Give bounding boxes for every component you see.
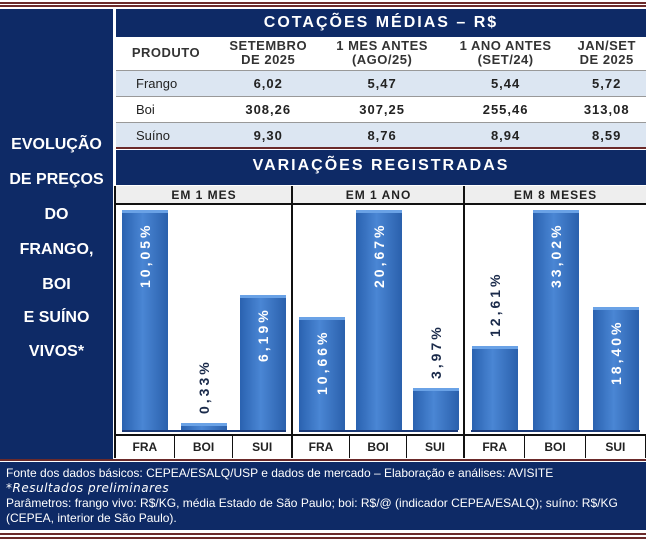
cell: Suíno bbox=[116, 121, 216, 148]
chart-panel-1-month: EM 1 MES 10,05% 0,33% 6,19% FRA BOI SUI bbox=[114, 186, 293, 458]
cell: 308,26 bbox=[216, 95, 321, 122]
col-header: 1 ANO ANTES (SET/24) bbox=[459, 38, 552, 68]
category-label: BOI bbox=[350, 436, 407, 458]
col-header: SETEMBRO DE 2025 bbox=[229, 38, 308, 68]
cell: 5,72 bbox=[567, 69, 646, 96]
left-title-line: EVOLUÇÃO bbox=[11, 136, 102, 153]
bar-sui bbox=[412, 387, 459, 430]
table-header-row: PRODUTO SETEMBRO DE 2025 1 MES ANTES (AGO/… bbox=[116, 37, 646, 70]
bar-fra bbox=[298, 316, 345, 430]
panel-title: EM 1 ANO bbox=[293, 186, 464, 205]
data-label: 0,33% bbox=[196, 359, 212, 414]
col-header: PRODUTO bbox=[131, 45, 201, 61]
left-title-line: DO bbox=[44, 206, 69, 223]
panel-title: EM 8 MESES bbox=[465, 186, 646, 205]
table-row: Boi 308,26 307,25 255,46 313,08 bbox=[116, 95, 646, 122]
bar-boi bbox=[532, 210, 579, 430]
category-label: FRA bbox=[293, 436, 350, 458]
left-title-line: E SUÍNO bbox=[23, 309, 90, 326]
cell: Boi bbox=[116, 95, 216, 122]
bar-fra bbox=[472, 345, 519, 430]
data-label: 33,02% bbox=[547, 222, 564, 288]
footer: Fonte dos dados básicos: CEPEA/ESALQ/USP… bbox=[0, 462, 646, 530]
chart-panel-1-year: EM 1 ANO 10,66% 20,67% 3,97% FRA BOI SUI bbox=[291, 186, 464, 458]
bar-boi bbox=[181, 422, 227, 430]
cell: 8,76 bbox=[320, 121, 444, 148]
left-title-line: DE PREÇOS bbox=[9, 171, 104, 188]
cell: 5,47 bbox=[320, 69, 444, 96]
bar-sui bbox=[239, 294, 286, 430]
top-rule bbox=[0, 5, 646, 7]
parameters-note: Parâmetros: frango vivo: R$/KG, média Es… bbox=[6, 496, 618, 525]
source-note: Fonte dos dados básicos: CEPEA/ESALQ/USP… bbox=[6, 466, 554, 480]
table-row: Frango 6,02 5,47 5,44 5,72 bbox=[116, 69, 646, 96]
table-row: Suíno 9,30 8,76 8,94 8,59 bbox=[116, 121, 646, 148]
cell: 9,30 bbox=[216, 121, 321, 148]
prices-table: PRODUTO SETEMBRO DE 2025 1 MES ANTES (AGO/… bbox=[116, 37, 646, 148]
category-label: FRA bbox=[116, 436, 175, 458]
bottom-rule bbox=[0, 537, 646, 539]
category-label: BOI bbox=[525, 436, 586, 458]
data-label: 6,19% bbox=[254, 307, 271, 363]
cell: 255,46 bbox=[443, 95, 568, 122]
bar-sui bbox=[592, 307, 639, 430]
left-title-line: VIVOS* bbox=[28, 343, 85, 360]
col-header: JAN/SET DE 2025 bbox=[577, 38, 636, 68]
cell: 5,44 bbox=[443, 69, 568, 96]
cell: 307,25 bbox=[320, 95, 444, 122]
top-rule bbox=[0, 2, 646, 4]
cell: 8,59 bbox=[567, 121, 646, 148]
divider bbox=[0, 459, 646, 461]
variations-title: VARIAÇÕES REGISTRADAS bbox=[116, 150, 646, 185]
data-label: 20,67% bbox=[370, 222, 387, 288]
left-title-line: FRANGO, bbox=[19, 241, 94, 258]
category-label: SUI bbox=[233, 436, 293, 458]
cell: 8,94 bbox=[443, 121, 568, 148]
left-title-line: BOI bbox=[42, 276, 71, 293]
left-title-panel: EVOLUÇÃO DE PREÇOS DO FRANGO, BOI E SUÍN… bbox=[0, 9, 113, 459]
bar-fra bbox=[122, 210, 169, 430]
x-axis bbox=[122, 430, 286, 432]
data-label: 12,61% bbox=[487, 271, 504, 337]
col-header: 1 MES ANTES (AGO/25) bbox=[336, 38, 428, 68]
panel-title: EM 1 MES bbox=[116, 186, 292, 205]
data-label: 10,05% bbox=[137, 222, 154, 288]
table-title: COTAÇÕES MÉDIAS – R$ bbox=[116, 9, 646, 37]
chart-panel-8-months: EM 8 MESES 12,61% 33,02% 18,40% FRA BOI SUI bbox=[463, 186, 646, 458]
divider bbox=[116, 147, 646, 149]
category-label: BOI bbox=[175, 436, 234, 458]
cell: 6,02 bbox=[216, 69, 321, 96]
cell: 313,08 bbox=[567, 95, 646, 122]
x-axis bbox=[299, 430, 458, 432]
preliminary-note: *Resultados preliminares bbox=[6, 481, 170, 495]
data-label: 3,97% bbox=[427, 324, 444, 379]
bar-boi bbox=[355, 210, 402, 430]
data-label: 18,40% bbox=[607, 319, 624, 386]
cell: Frango bbox=[116, 69, 216, 96]
category-label: FRA bbox=[465, 436, 526, 458]
category-label: SUI bbox=[586, 436, 646, 458]
x-axis bbox=[471, 430, 640, 432]
bottom-rule bbox=[0, 533, 646, 535]
data-label: 10,66% bbox=[313, 329, 330, 395]
category-label: SUI bbox=[407, 436, 464, 458]
